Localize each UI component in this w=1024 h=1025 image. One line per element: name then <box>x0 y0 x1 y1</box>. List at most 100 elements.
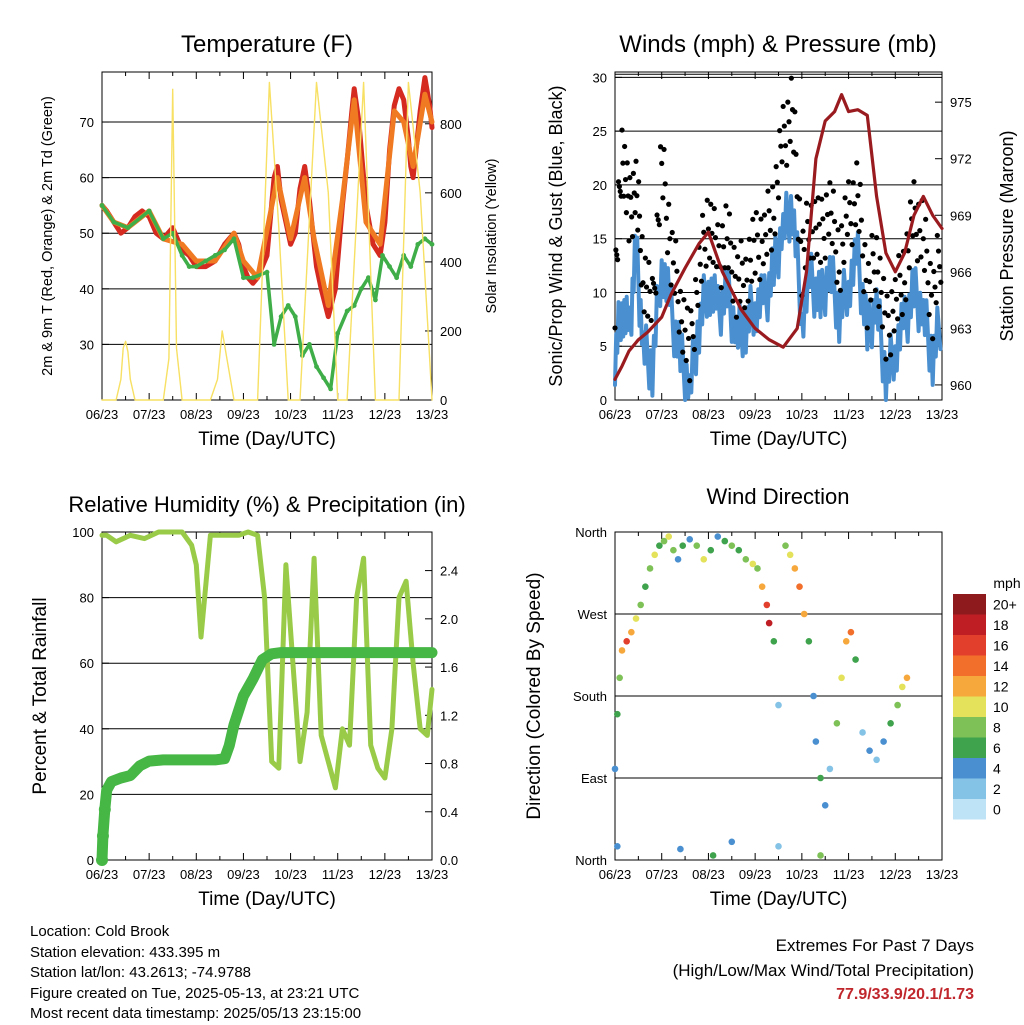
wind-direction-point <box>842 638 850 645</box>
wind-direction-point <box>618 647 626 654</box>
gust-point <box>896 253 902 259</box>
gust-point <box>739 260 745 266</box>
gust-point <box>879 324 886 330</box>
gust-point <box>702 246 708 252</box>
dewpoint-point <box>380 253 385 258</box>
dewpoint-point <box>250 275 256 281</box>
gust-point <box>695 302 701 308</box>
legend-label: 4 <box>993 760 1001 776</box>
legend-swatch <box>953 614 986 635</box>
gust-point <box>629 214 635 220</box>
gust-point <box>770 184 776 190</box>
gust-point <box>697 261 703 267</box>
gust-point <box>753 210 759 216</box>
gust-point <box>733 314 740 320</box>
gust-point <box>792 109 798 115</box>
gust-point <box>913 231 919 237</box>
gust-point <box>858 217 865 223</box>
y-tick-label: 40 <box>80 282 94 297</box>
gust-point <box>773 164 779 170</box>
dewpoint-point <box>387 264 392 269</box>
dewpoint-point <box>314 364 319 370</box>
gust-point <box>646 259 652 265</box>
humidity-precip-chart: Relative Humidity (%) & Precipitation (i… <box>30 492 466 910</box>
gust-point <box>635 227 641 233</box>
gust-point <box>656 222 662 228</box>
y-tick-label: 70 <box>80 115 94 130</box>
gust-point <box>884 293 890 299</box>
x-tick-label: 09/23 <box>227 407 260 422</box>
x-tick-label: 06/23 <box>599 867 632 882</box>
y-axis-label: Direction (Colored By Speed) <box>524 572 545 819</box>
gust-point <box>760 261 766 267</box>
y-tick-label: 25 <box>593 124 607 139</box>
gust-point <box>763 232 769 238</box>
gust-point <box>876 303 882 310</box>
gust-point <box>673 238 679 244</box>
x-tick-label: 10/23 <box>274 867 307 882</box>
gust-point <box>841 259 847 265</box>
gust-point <box>626 238 632 244</box>
gust-point <box>903 297 909 303</box>
gust-point <box>881 275 887 282</box>
y-right-tick-label: 1.2 <box>440 708 458 723</box>
gust-point <box>813 225 819 231</box>
gust-point <box>764 251 770 257</box>
y-right-tick-label: 966 <box>950 265 972 280</box>
gust-point <box>623 210 629 216</box>
dewpoint-point <box>351 303 357 308</box>
wind-direction-point <box>665 533 673 540</box>
gust-point <box>899 311 905 318</box>
x-tick-label: 13/23 <box>926 407 959 422</box>
gust-point <box>614 252 620 258</box>
plot-frame <box>101 71 433 401</box>
legend-swatch <box>953 799 986 820</box>
gust-point <box>662 181 668 187</box>
x-tick-label: 07/23 <box>645 867 678 882</box>
gust-point <box>831 218 838 225</box>
y-axis-right-label: Station Pressure (Maroon) <box>997 130 1017 341</box>
wind-direction-point <box>642 583 649 590</box>
gust-point <box>925 280 931 286</box>
legend-swatch <box>953 758 986 779</box>
dewpoint-point <box>111 219 117 225</box>
gust-point <box>690 333 696 340</box>
dewpoint-point <box>307 342 312 347</box>
gust-point <box>698 278 705 284</box>
plot-frame <box>614 531 943 861</box>
wind-direction-point <box>880 738 887 745</box>
gust-point <box>820 216 826 222</box>
y-tick-label: 0 <box>600 393 607 408</box>
x-tick-label: 06/23 <box>86 407 119 422</box>
gust-point <box>616 183 622 190</box>
extremes-box: Extremes For Past 7 Days (High/Low/Max W… <box>673 934 974 1008</box>
gust-point <box>687 378 693 384</box>
gust-point <box>874 235 880 241</box>
station-info: Location: Cold Brook Station elevation: … <box>30 922 361 1025</box>
gust-point <box>641 309 647 315</box>
gust-point <box>778 143 784 149</box>
gust-point <box>932 284 938 290</box>
gust-point <box>669 229 675 236</box>
gust-point <box>627 175 633 181</box>
wind-direction-point <box>623 638 630 645</box>
gust-point <box>862 242 868 248</box>
gust-point <box>938 279 944 285</box>
gust-point <box>615 179 622 185</box>
gust-point <box>653 290 659 296</box>
y-right-tick-label: 960 <box>950 378 972 393</box>
gust-point <box>800 228 806 234</box>
gust-point <box>654 212 660 218</box>
y-right-tick-label: 963 <box>950 321 972 336</box>
gust-point <box>615 257 621 263</box>
x-tick-label: 12/23 <box>879 407 912 422</box>
wind-direction-point <box>714 533 722 540</box>
wind-direction-point <box>800 610 808 618</box>
wind-direction-point <box>632 615 640 622</box>
y-tick-label: 5 <box>600 339 607 354</box>
y-axis-right-label: Solar Insolation (Yellow) <box>484 158 500 313</box>
gust-point <box>849 242 855 248</box>
x-tick-label: 11/23 <box>322 407 354 422</box>
gust-point <box>719 223 726 229</box>
